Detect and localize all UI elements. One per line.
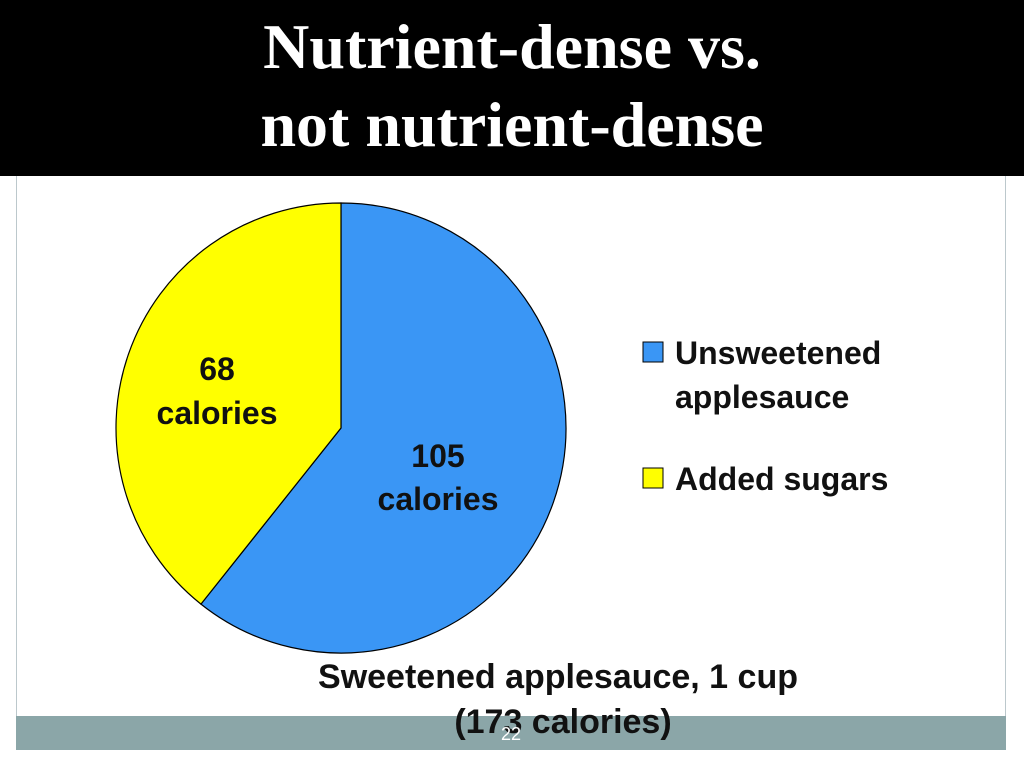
legend-swatch-applesauce (642, 341, 664, 363)
chart-caption-line-1: Sweetened applesauce, 1 cup (318, 658, 798, 696)
pie-slice-unsweetened-applesauce (200, 202, 567, 654)
legend-swatch-added-sugars (642, 467, 664, 489)
legend-label-applesauce-line1: Unsweetened (675, 335, 881, 371)
legend-label-added-sugars: Added sugars (675, 461, 888, 497)
slice-label-added-sugars-value: 68 (199, 351, 235, 387)
slide-title-line-1: Nutrient-dense vs. (263, 11, 761, 82)
slide-title: Nutrient-dense vs. not nutrient-dense (0, 8, 1024, 164)
slice-label-added-sugars-unit: calories (157, 395, 278, 431)
chart-caption-line-2: (173 calories) (454, 703, 671, 741)
pie-slices (115, 202, 567, 654)
page-number: 22 (500, 724, 522, 744)
slide-title-line-2: not nutrient-dense (260, 89, 764, 160)
slice-label-applesauce-value: 105 (411, 438, 464, 474)
slice-label-applesauce-unit: calories (378, 481, 499, 517)
footer-bar (16, 716, 1006, 750)
pie-slice-added-sugars (115, 202, 342, 605)
legend: Unsweetened applesauce Added sugars (642, 335, 888, 497)
legend-label-applesauce-line2: applesauce (675, 379, 849, 415)
title-band (0, 0, 1024, 176)
